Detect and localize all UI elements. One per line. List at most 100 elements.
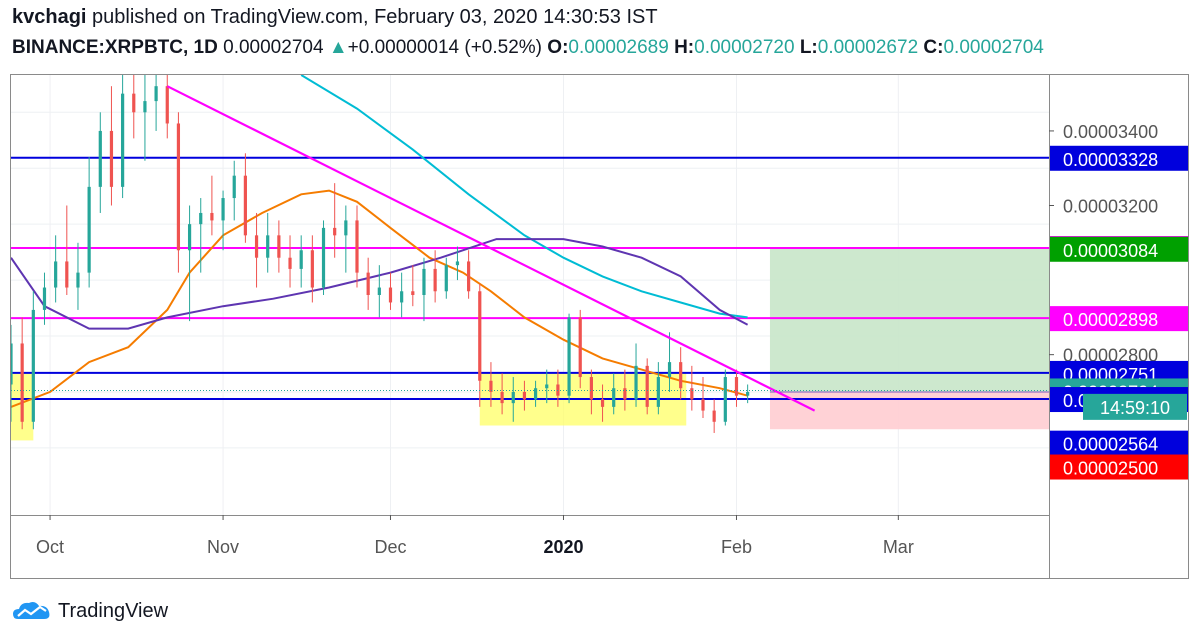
candle-body — [42, 287, 47, 310]
publish-info: kvchagi published on TradingView.com, Fe… — [12, 6, 658, 29]
countdown-text: 14:59:10 — [1100, 398, 1170, 418]
position-stop-zone — [769, 391, 1049, 430]
candle-body — [243, 175, 247, 236]
footer: TradingView — [12, 596, 168, 626]
candle — [578, 309, 582, 389]
candle-body — [154, 86, 158, 102]
candle-body — [210, 212, 214, 221]
x-tick-label: 2020 — [543, 537, 583, 557]
candle-body — [645, 365, 649, 407]
high-label: H: — [674, 37, 695, 58]
price-label-box — [1050, 430, 1188, 456]
candle-body — [366, 272, 370, 295]
price-label-box — [1050, 236, 1188, 262]
candle-body — [321, 227, 326, 288]
candle — [321, 220, 326, 295]
candle — [310, 235, 314, 303]
candle — [299, 235, 303, 288]
candle-body — [734, 377, 739, 396]
position-target-zone — [769, 248, 1049, 392]
candle-body — [121, 93, 125, 187]
candle-body — [511, 391, 515, 404]
moving-average-line-1 — [11, 189, 748, 408]
candle — [199, 198, 203, 273]
author-name: kvchagi — [12, 6, 87, 28]
candle-body — [444, 265, 448, 292]
candle — [132, 75, 136, 139]
price-chart[interactable]: 0.00003400 0.00003200 0.00002800 0.00003328… — [11, 75, 1188, 578]
candle-body — [690, 388, 694, 400]
price-label-text: 0.00002500 — [1063, 459, 1158, 479]
ohlc-header: BINANCE:XRPBTC, 1D 0.00002704 ▲+0.000000… — [12, 37, 1044, 59]
candle-body — [667, 362, 672, 378]
candle-body — [288, 257, 292, 269]
candle — [422, 257, 426, 322]
candle-body — [87, 186, 91, 273]
candle — [187, 205, 192, 322]
candle-body — [522, 391, 527, 400]
candle — [612, 373, 616, 415]
candle-body — [232, 175, 236, 199]
candle — [701, 377, 705, 419]
candle-body — [310, 250, 314, 288]
candle — [690, 365, 694, 411]
low-label: L: — [799, 37, 818, 58]
candle — [411, 265, 415, 307]
candle-body — [333, 227, 337, 236]
open-label: O: — [547, 37, 569, 58]
candle — [277, 220, 281, 273]
candle-body — [723, 377, 727, 422]
candle — [623, 369, 627, 411]
candle-body — [254, 235, 259, 258]
candle — [176, 112, 181, 273]
candle — [444, 257, 448, 299]
candle-body — [221, 198, 225, 221]
candle-body — [65, 261, 69, 288]
candle — [254, 212, 259, 288]
candle-body — [143, 101, 147, 113]
candle-body — [746, 391, 750, 396]
candle-body — [11, 343, 13, 385]
up-arrow-icon: ▲ — [328, 37, 348, 58]
candle — [656, 362, 660, 415]
high-value: 0.00002720 — [694, 37, 795, 58]
y-tick-label: 0.00003200 — [1063, 197, 1158, 217]
candle-body — [344, 220, 348, 236]
candle-body — [679, 362, 683, 389]
candle-body — [422, 268, 426, 295]
candle — [243, 153, 247, 243]
trendline — [166, 85, 816, 412]
candle-body — [411, 291, 415, 295]
candle-body — [656, 377, 660, 407]
candle — [54, 235, 58, 303]
brand-name[interactable]: TradingView — [58, 599, 169, 622]
candle — [567, 313, 571, 404]
countdown-box — [1083, 393, 1187, 420]
candle — [433, 250, 437, 303]
y-tick-label: 0.00002800 — [1063, 346, 1158, 366]
last-price: 0.00002704 — [223, 37, 324, 58]
candle-body — [467, 261, 471, 292]
candle — [746, 384, 750, 404]
candle — [333, 183, 337, 258]
x-tick-label: Nov — [207, 537, 239, 557]
candle-body — [54, 261, 58, 288]
x-tick-label: Dec — [374, 537, 406, 557]
price-label-text: 0.00002898 — [1063, 310, 1158, 330]
candle-body — [533, 388, 538, 400]
candle — [165, 75, 169, 139]
y-tick-label: 0.00003400 — [1063, 122, 1158, 142]
candle-body — [567, 317, 571, 396]
candle — [545, 369, 549, 404]
candle — [388, 272, 393, 310]
candle-body — [701, 399, 705, 411]
candle — [723, 369, 727, 426]
candle-body — [165, 86, 169, 124]
x-tick-label: Oct — [36, 537, 64, 557]
candle — [20, 317, 24, 430]
candle — [667, 332, 672, 392]
candle-body — [299, 250, 303, 269]
chart-container[interactable]: 0.00003400 0.00003200 0.00002800 0.00003328… — [10, 74, 1189, 579]
candle-body — [98, 130, 102, 187]
candle — [712, 399, 716, 433]
